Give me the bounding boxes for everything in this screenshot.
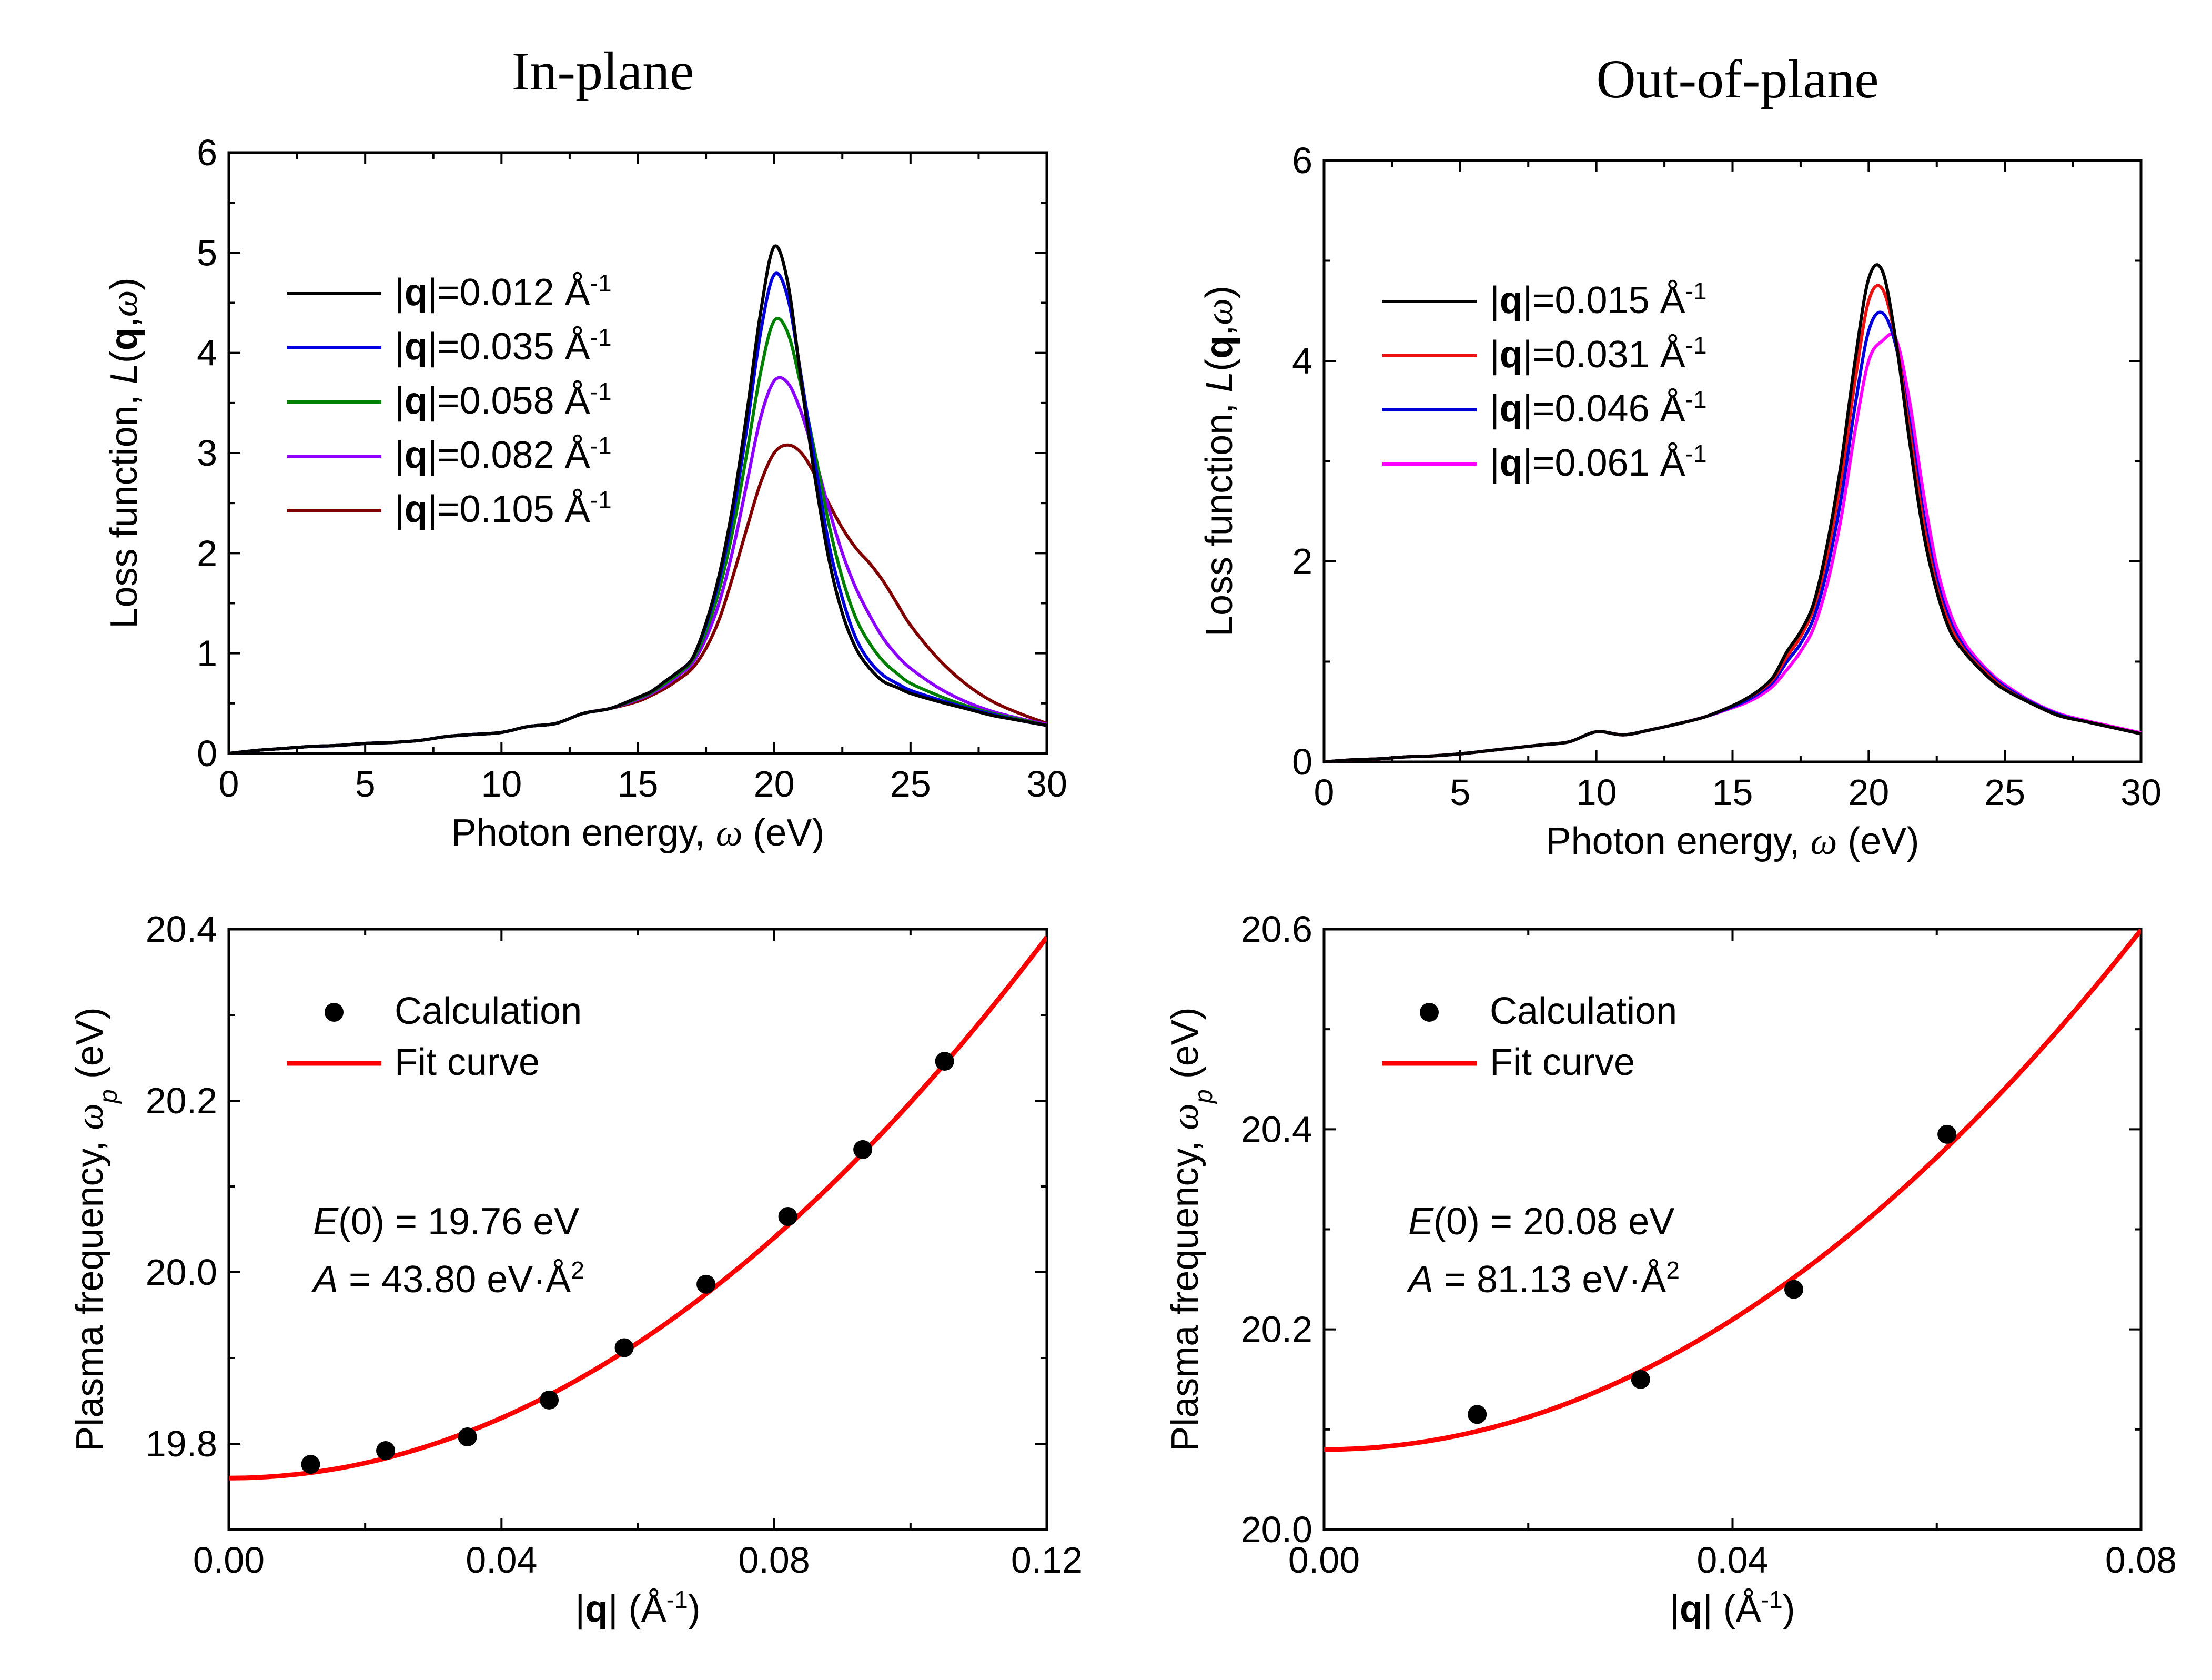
plasma-inplane-legend-label-calculation: Calculation [395, 990, 582, 1032]
loss-inplane-y-axis-label: Loss function, L(q,ω) [103, 277, 145, 628]
plasma-inplane-fit-curve [229, 935, 1047, 1481]
loss-inplane-xtick-label: 20 [754, 763, 795, 804]
loss-inplane-series-line-q0035 [228, 271, 1047, 755]
plasma-outofplane-legend-label-fit: Fit curve [1490, 1041, 1635, 1083]
plasma-inplane-ytick-label: 20.2 [146, 1080, 217, 1121]
chart-loss-outofplane: 0 5 10 15 20 25 30 0 2 4 6 |q|=0.015 Å-1 |q|=0.031 Å… [1198, 140, 2162, 862]
chart-loss-inplane: 0 5 10 15 20 25 30 0 1 2 3 4 5 6 |q|=0.012 Å-1 |q|=0.03… [103, 132, 1067, 854]
plasma-inplane-data-point [696, 1274, 716, 1294]
plasma-inplane-xtick-label: 0.12 [1011, 1540, 1083, 1581]
loss-outofplane-series-line-q0015 [1324, 263, 2142, 763]
loss-inplane-xtick-label: 0 [219, 763, 239, 804]
loss-outofplane-xtick-label: 25 [1984, 772, 2025, 813]
plasma-inplane-data-point [853, 1140, 873, 1159]
loss-inplane-xtick-label: 5 [355, 763, 376, 804]
loss-outofplane-legend-label: |q|=0.015 Å-1 [1490, 277, 1707, 321]
chart-plasma-inplane: 0.00 0.04 0.08 0.12 19.8 20.0 20.2 20.4 Calculat… [69, 909, 1083, 1630]
loss-outofplane-plot-frame [1322, 159, 2143, 763]
loss-inplane-plot-frame [227, 151, 1048, 755]
loss-inplane-xtick-label: 25 [890, 763, 931, 804]
plasma-outofplane-y-axis-label: Plasma frequency, ωp (eV) [1164, 1007, 1218, 1452]
chart-plasma-outofplane: 0.00 0.04 0.08 20.0 20.2 20.4 20.6 Calculation F… [1164, 909, 2177, 1630]
loss-inplane-legend-label: |q|=0.082 Å-1 [395, 432, 612, 476]
plasma-inplane-data-point [778, 1207, 797, 1226]
loss-inplane-xtick-label: 10 [481, 763, 522, 804]
loss-inplane-ytick-label: 6 [197, 132, 217, 173]
plasma-inplane-legend-marker-calculation [325, 1003, 344, 1022]
loss-outofplane-xtick-label: 15 [1712, 772, 1753, 813]
title-out-of-plane: Out-of-plane [1596, 49, 1878, 109]
plasma-inplane-ytick-label: 20.4 [146, 909, 217, 950]
loss-inplane-series-line-q0012 [228, 244, 1047, 755]
plasma-inplane-data-point [540, 1390, 559, 1410]
loss-outofplane-xtick-label: 20 [1848, 772, 1889, 813]
plasma-outofplane-ytick-label: 20.0 [1241, 1509, 1312, 1550]
loss-outofplane-y-axis-label: Loss function, L(q,ω) [1198, 286, 1240, 637]
loss-outofplane-xtick-label: 5 [1450, 772, 1470, 813]
loss-outofplane-x-axis-label: Photon energy, ω (eV) [1546, 820, 1920, 862]
plasma-outofplane-annotation-e0: E(0) = 20.08 eV [1408, 1201, 1674, 1243]
plasma-outofplane-ytick-label: 20.6 [1241, 909, 1312, 950]
loss-inplane-ytick-label: 5 [197, 232, 217, 273]
plasma-outofplane-legend-marker-calculation [1420, 1003, 1439, 1022]
plasma-outofplane-xtick-label: 0.00 [1288, 1540, 1360, 1581]
loss-inplane-legend-label: |q|=0.035 Å-1 [395, 324, 612, 368]
loss-outofplane-legend-label: |q|=0.046 Å-1 [1490, 386, 1707, 430]
plasma-inplane-data-point [614, 1338, 634, 1357]
loss-outofplane-xtick-label: 30 [2120, 772, 2162, 813]
loss-inplane-xtick-label: 30 [1026, 763, 1067, 804]
plasma-inplane-legend-label-fit: Fit curve [395, 1041, 540, 1083]
loss-inplane-ytick-label: 3 [197, 432, 217, 474]
plasma-inplane-ytick-label: 20.0 [146, 1252, 217, 1293]
plasma-outofplane-legend-label-calculation: Calculation [1490, 990, 1677, 1032]
plasma-outofplane-ytick-label: 20.4 [1241, 1109, 1312, 1150]
loss-inplane-xtick-label: 15 [618, 763, 659, 804]
plasma-inplane-xtick-label: 0.00 [193, 1540, 265, 1581]
plasma-outofplane-data-point [1784, 1280, 1803, 1299]
plasma-inplane-y-axis-label: Plasma frequency, ωp (eV) [69, 1007, 123, 1452]
loss-outofplane-legend-label: |q|=0.031 Å-1 [1490, 331, 1707, 376]
loss-outofplane-ytick-label: 2 [1292, 541, 1312, 582]
loss-outofplane-legend-label: |q|=0.061 Å-1 [1490, 440, 1707, 484]
plasma-outofplane-data-point [1468, 1405, 1487, 1424]
plasma-inplane-x-axis-label: |q| (Å-1) [575, 1586, 700, 1630]
loss-inplane-legend-label: |q|=0.058 Å-1 [395, 378, 612, 422]
plasma-inplane-annotation-e0: E(0) = 19.76 eV [313, 1201, 579, 1243]
plasma-outofplane-ytick-label: 20.2 [1241, 1309, 1312, 1350]
plasma-inplane-xtick-label: 0.08 [739, 1540, 810, 1581]
plasma-inplane-data-point [935, 1052, 954, 1071]
loss-inplane-legend-label: |q|=0.012 Å-1 [395, 269, 612, 314]
loss-outofplane-ytick-label: 4 [1292, 340, 1312, 381]
loss-inplane-x-axis-label: Photon energy, ω (eV) [451, 812, 825, 854]
loss-inplane-series-line-q0105 [228, 443, 1048, 755]
plasma-inplane-data-point [301, 1455, 320, 1474]
plasma-outofplane-xtick-label: 0.08 [2105, 1540, 2177, 1581]
plasma-inplane-xtick-label: 0.04 [466, 1540, 537, 1581]
plasma-inplane-annotation-a: A = 43.80 eV·Å2 [311, 1256, 584, 1301]
plasma-outofplane-data-point [1631, 1370, 1650, 1389]
plasma-outofplane-data-point [1937, 1124, 1957, 1144]
loss-outofplane-ytick-label: 6 [1292, 140, 1312, 181]
plasma-inplane-ytick-label: 19.8 [146, 1423, 217, 1464]
loss-outofplane-ytick-label: 0 [1292, 741, 1312, 782]
loss-inplane-ytick-label: 4 [197, 333, 217, 374]
loss-outofplane-xtick-label: 0 [1314, 772, 1335, 813]
plasma-outofplane-x-axis-label: |q| (Å-1) [1670, 1586, 1795, 1630]
plasma-outofplane-fit-curve [1324, 929, 2141, 1452]
title-in-plane: In-plane [512, 41, 694, 102]
loss-inplane-series-line-q0058 [228, 317, 1047, 755]
loss-outofplane-xtick-label: 10 [1576, 772, 1617, 813]
loss-inplane-ytick-label: 2 [197, 532, 217, 574]
plasma-outofplane-xtick-label: 0.04 [1696, 1540, 1768, 1581]
loss-inplane-ytick-label: 1 [197, 633, 217, 674]
loss-inplane-legend-label: |q|=0.105 Å-1 [395, 486, 612, 530]
plasma-outofplane-annotation-a: A = 81.13 eV·Å2 [1406, 1256, 1680, 1301]
loss-outofplane-series-line-q0046 [1324, 310, 2142, 763]
plasma-inplane-data-point [376, 1441, 396, 1461]
loss-inplane-ytick-label: 0 [197, 733, 217, 774]
plasma-inplane-data-point [458, 1427, 477, 1446]
